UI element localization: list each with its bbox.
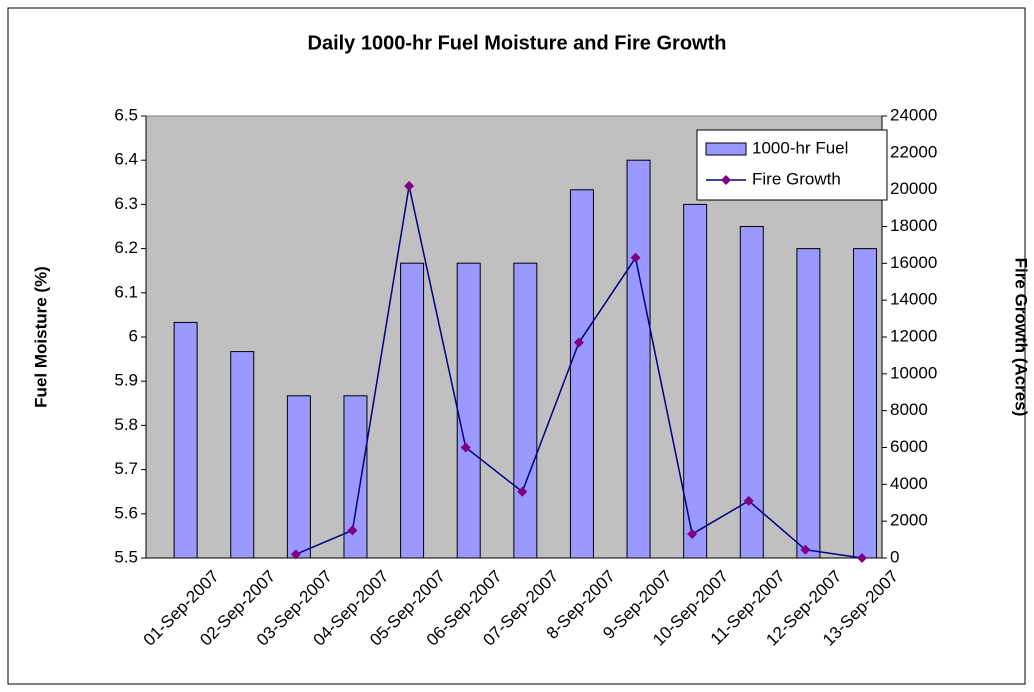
chart-title: Daily 1000-hr Fuel Moisture and Fire Gro… (308, 32, 727, 54)
y2-tick-label: 12000 (890, 326, 937, 345)
y-tick-label: 6.1 (114, 282, 138, 301)
y2-tick-label: 10000 (890, 363, 937, 382)
bar (173, 321, 198, 559)
bar (456, 262, 481, 559)
y-tick-label: 6 (129, 326, 138, 345)
bar (739, 226, 764, 559)
y2-tick-label: 8000 (890, 400, 928, 419)
bar (343, 395, 368, 559)
y2-tick-label: 0 (890, 547, 899, 566)
marker (290, 549, 301, 560)
marker (687, 529, 698, 540)
legend-marker (721, 175, 731, 185)
legend-label: Fire Growth (752, 169, 841, 188)
bar (683, 203, 708, 559)
legend: 1000-hr Fuel Fire Growth (696, 129, 888, 201)
bar (569, 189, 594, 559)
legend-label: 1000-hr Fuel (752, 138, 848, 157)
y2-tick-label: 6000 (890, 437, 928, 456)
y2-tick-label: 22000 (890, 142, 937, 161)
bar (286, 395, 311, 559)
y-axis-title: Fuel Moisture (%) (31, 266, 50, 408)
marker (573, 337, 584, 348)
marker (460, 442, 471, 453)
y-tick-label: 5.6 (114, 503, 138, 522)
y-tick-label: 5.7 (114, 459, 138, 478)
y2-tick-label: 2000 (890, 511, 928, 530)
bar (513, 262, 538, 559)
marker (743, 495, 754, 506)
bar (853, 248, 878, 559)
y-tick-label: 6.4 (114, 150, 138, 169)
marker (857, 553, 868, 563)
y-tick-label: 6.5 (114, 105, 138, 124)
marker (404, 180, 415, 191)
marker (347, 525, 358, 536)
y2-tick-label: 4000 (890, 474, 928, 493)
y2-tick-label: 18000 (890, 216, 937, 235)
y-tick-label: 5.5 (114, 547, 138, 566)
y-tick-label: 6.2 (114, 238, 138, 257)
y-tick-label: 5.9 (114, 371, 138, 390)
legend-swatch (705, 142, 747, 156)
legend-box (696, 129, 888, 201)
marker (517, 486, 528, 497)
bar (626, 159, 651, 559)
y2-axis-title: Fire Growth (Acres) (1012, 258, 1031, 417)
y2-tick-label: 16000 (890, 253, 937, 272)
y2-tick-label: 14000 (890, 290, 937, 309)
y-tick-label: 5.8 (114, 415, 138, 434)
y2-tick-label: 24000 (890, 105, 937, 124)
bar (230, 351, 255, 559)
y-tick-label: 6.3 (114, 194, 138, 213)
bar (796, 248, 821, 559)
marker (630, 252, 641, 263)
bar (400, 262, 425, 559)
marker (800, 544, 811, 555)
y2-tick-label: 20000 (890, 179, 937, 198)
